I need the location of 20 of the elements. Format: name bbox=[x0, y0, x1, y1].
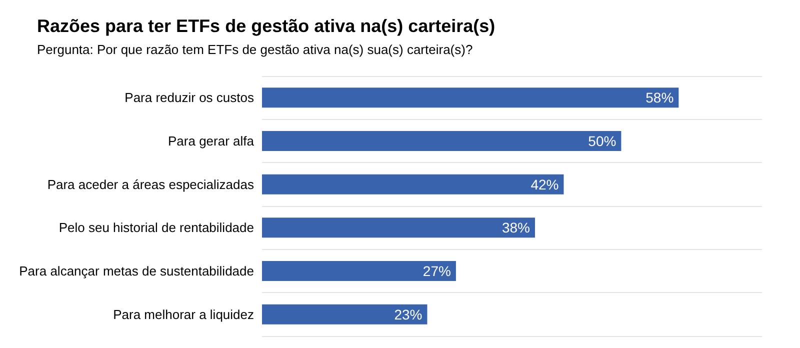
data-label: 23% bbox=[394, 306, 422, 322]
y-tick-label: Para aceder a áreas especializadas bbox=[47, 176, 254, 192]
y-tick-label: Para gerar alfa bbox=[168, 134, 255, 148]
data-label: 27% bbox=[422, 263, 451, 279]
data-label: 38% bbox=[502, 220, 530, 236]
chart-subtitle: Pergunta: Por que razão tem ETFs de gestão ativa na(s) sua(s) carteira(s)? bbox=[37, 42, 473, 57]
bar bbox=[262, 261, 456, 281]
bar bbox=[262, 218, 535, 238]
data-label: 50% bbox=[588, 133, 616, 149]
y-tick-label: Para reduzir os custos bbox=[124, 90, 254, 106]
chart-title: Razões para ter ETFs de gestão ativa na(s) carteira(s) bbox=[37, 16, 496, 36]
data-label: 42% bbox=[530, 176, 559, 192]
bar bbox=[262, 88, 679, 108]
y-tick-label: Para alcançar metas de sustentabilidade bbox=[19, 264, 254, 278]
bar bbox=[262, 174, 564, 194]
data-label: 58% bbox=[646, 90, 674, 106]
bar bbox=[262, 131, 622, 151]
bar bbox=[262, 304, 428, 324]
y-tick-label: Para melhorar a liquidez bbox=[113, 306, 254, 322]
y-tick-label: Pelo seu historial de rentabilidade bbox=[58, 220, 254, 236]
